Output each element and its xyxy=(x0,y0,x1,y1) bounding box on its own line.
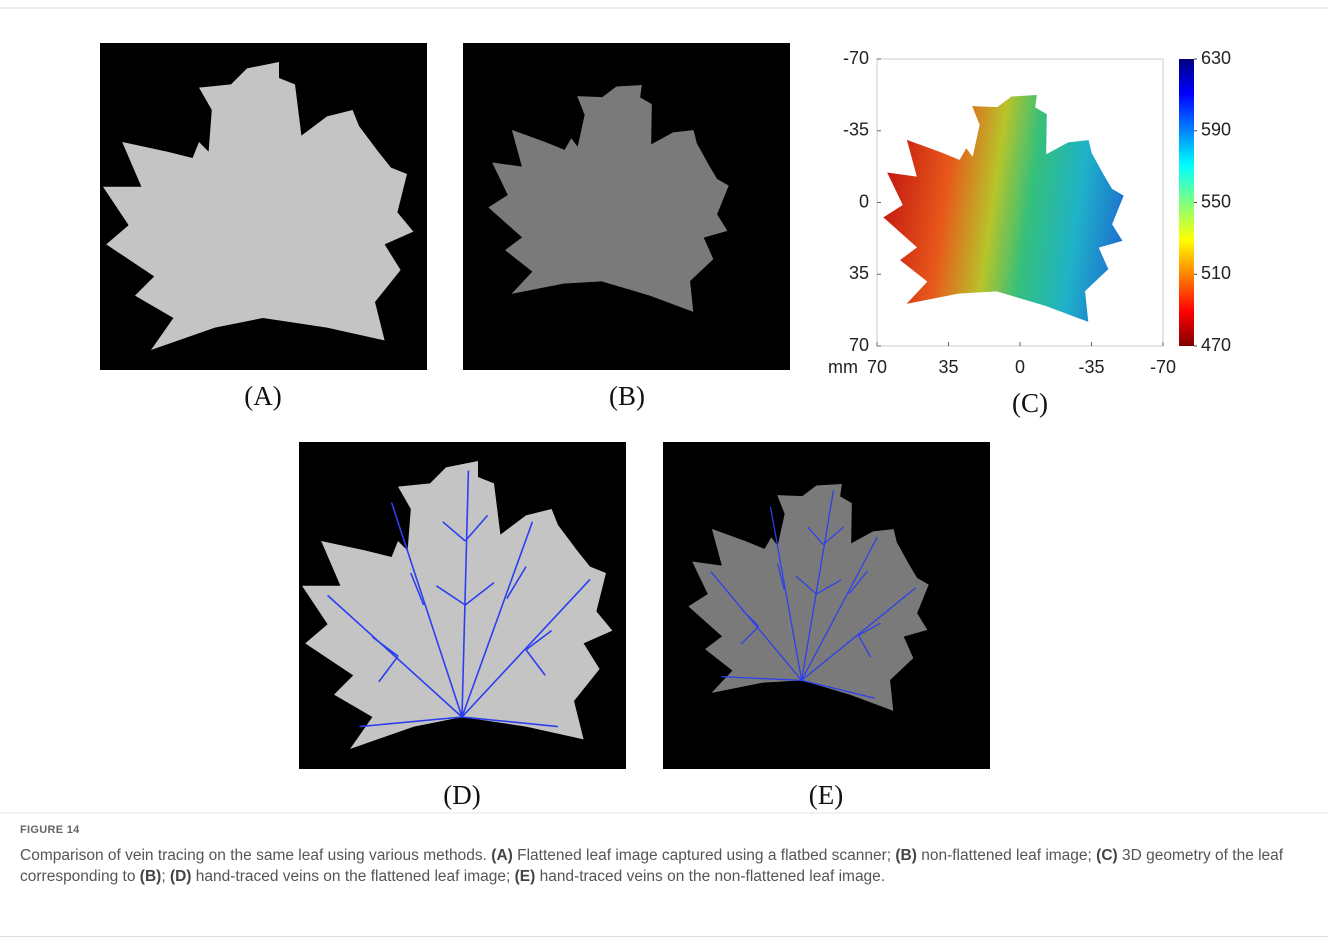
colorbar xyxy=(1179,59,1194,346)
page: (A) (B) mm (C) (D) (E) -70 -35 0 35 7070 35 0 -… xyxy=(0,0,1328,943)
colorbar-tick-label: 550 xyxy=(1201,191,1231,211)
caption-text: Comparison of vein tracing on the same l… xyxy=(20,847,491,864)
y-tick-label: 70 xyxy=(849,335,869,355)
panel-label: (B) xyxy=(609,381,645,411)
caption: FIGURE 14 Comparison of vein tracing on … xyxy=(20,820,1310,887)
panel-label: (C) xyxy=(1012,388,1048,418)
caption-text: ; xyxy=(161,868,170,885)
y-tick-label: -35 xyxy=(843,120,869,140)
colorbar-tick-label: 590 xyxy=(1201,120,1231,140)
caption-ref: (B) xyxy=(140,868,162,885)
caption-ref: (D) xyxy=(170,868,192,885)
x-tick-label: 70 xyxy=(867,357,887,377)
caption-ref: (A) xyxy=(491,847,513,864)
caption-ref: (B) xyxy=(895,847,917,864)
caption-ref: (E) xyxy=(515,868,536,885)
colorbar-tick-label: 470 xyxy=(1201,335,1231,355)
caption-ref: (C) xyxy=(1096,847,1118,864)
x-tick-label: 0 xyxy=(1015,357,1025,377)
x-tick-label: 35 xyxy=(938,357,958,377)
figure-label: FIGURE 14 xyxy=(20,820,1310,841)
caption-text: non-flattened leaf image; xyxy=(917,847,1096,864)
axis-unit: mm xyxy=(828,357,858,377)
x-tick-label: -35 xyxy=(1078,357,1104,377)
caption-text: Comparison of vein tracing on the same l… xyxy=(20,845,1310,887)
caption-text: hand-traced veins on the non-flattened l… xyxy=(535,868,885,885)
panel-label: (D) xyxy=(443,780,480,810)
bottom-rule xyxy=(0,936,1328,937)
y-tick-label: -70 xyxy=(843,48,869,68)
caption-text: Flattened leaf image captured using a fl… xyxy=(513,847,896,864)
panel-label: (A) xyxy=(244,381,281,411)
colorbar-tick-label: 510 xyxy=(1201,263,1231,283)
y-tick-label: 35 xyxy=(849,263,869,283)
x-tick-label: -70 xyxy=(1150,357,1176,377)
y-tick-label: 0 xyxy=(859,191,869,211)
colorbar-tick-label: 630 xyxy=(1201,48,1231,68)
caption-text: hand-traced veins on the flattened leaf … xyxy=(191,868,514,885)
panel-label: (E) xyxy=(809,780,843,810)
